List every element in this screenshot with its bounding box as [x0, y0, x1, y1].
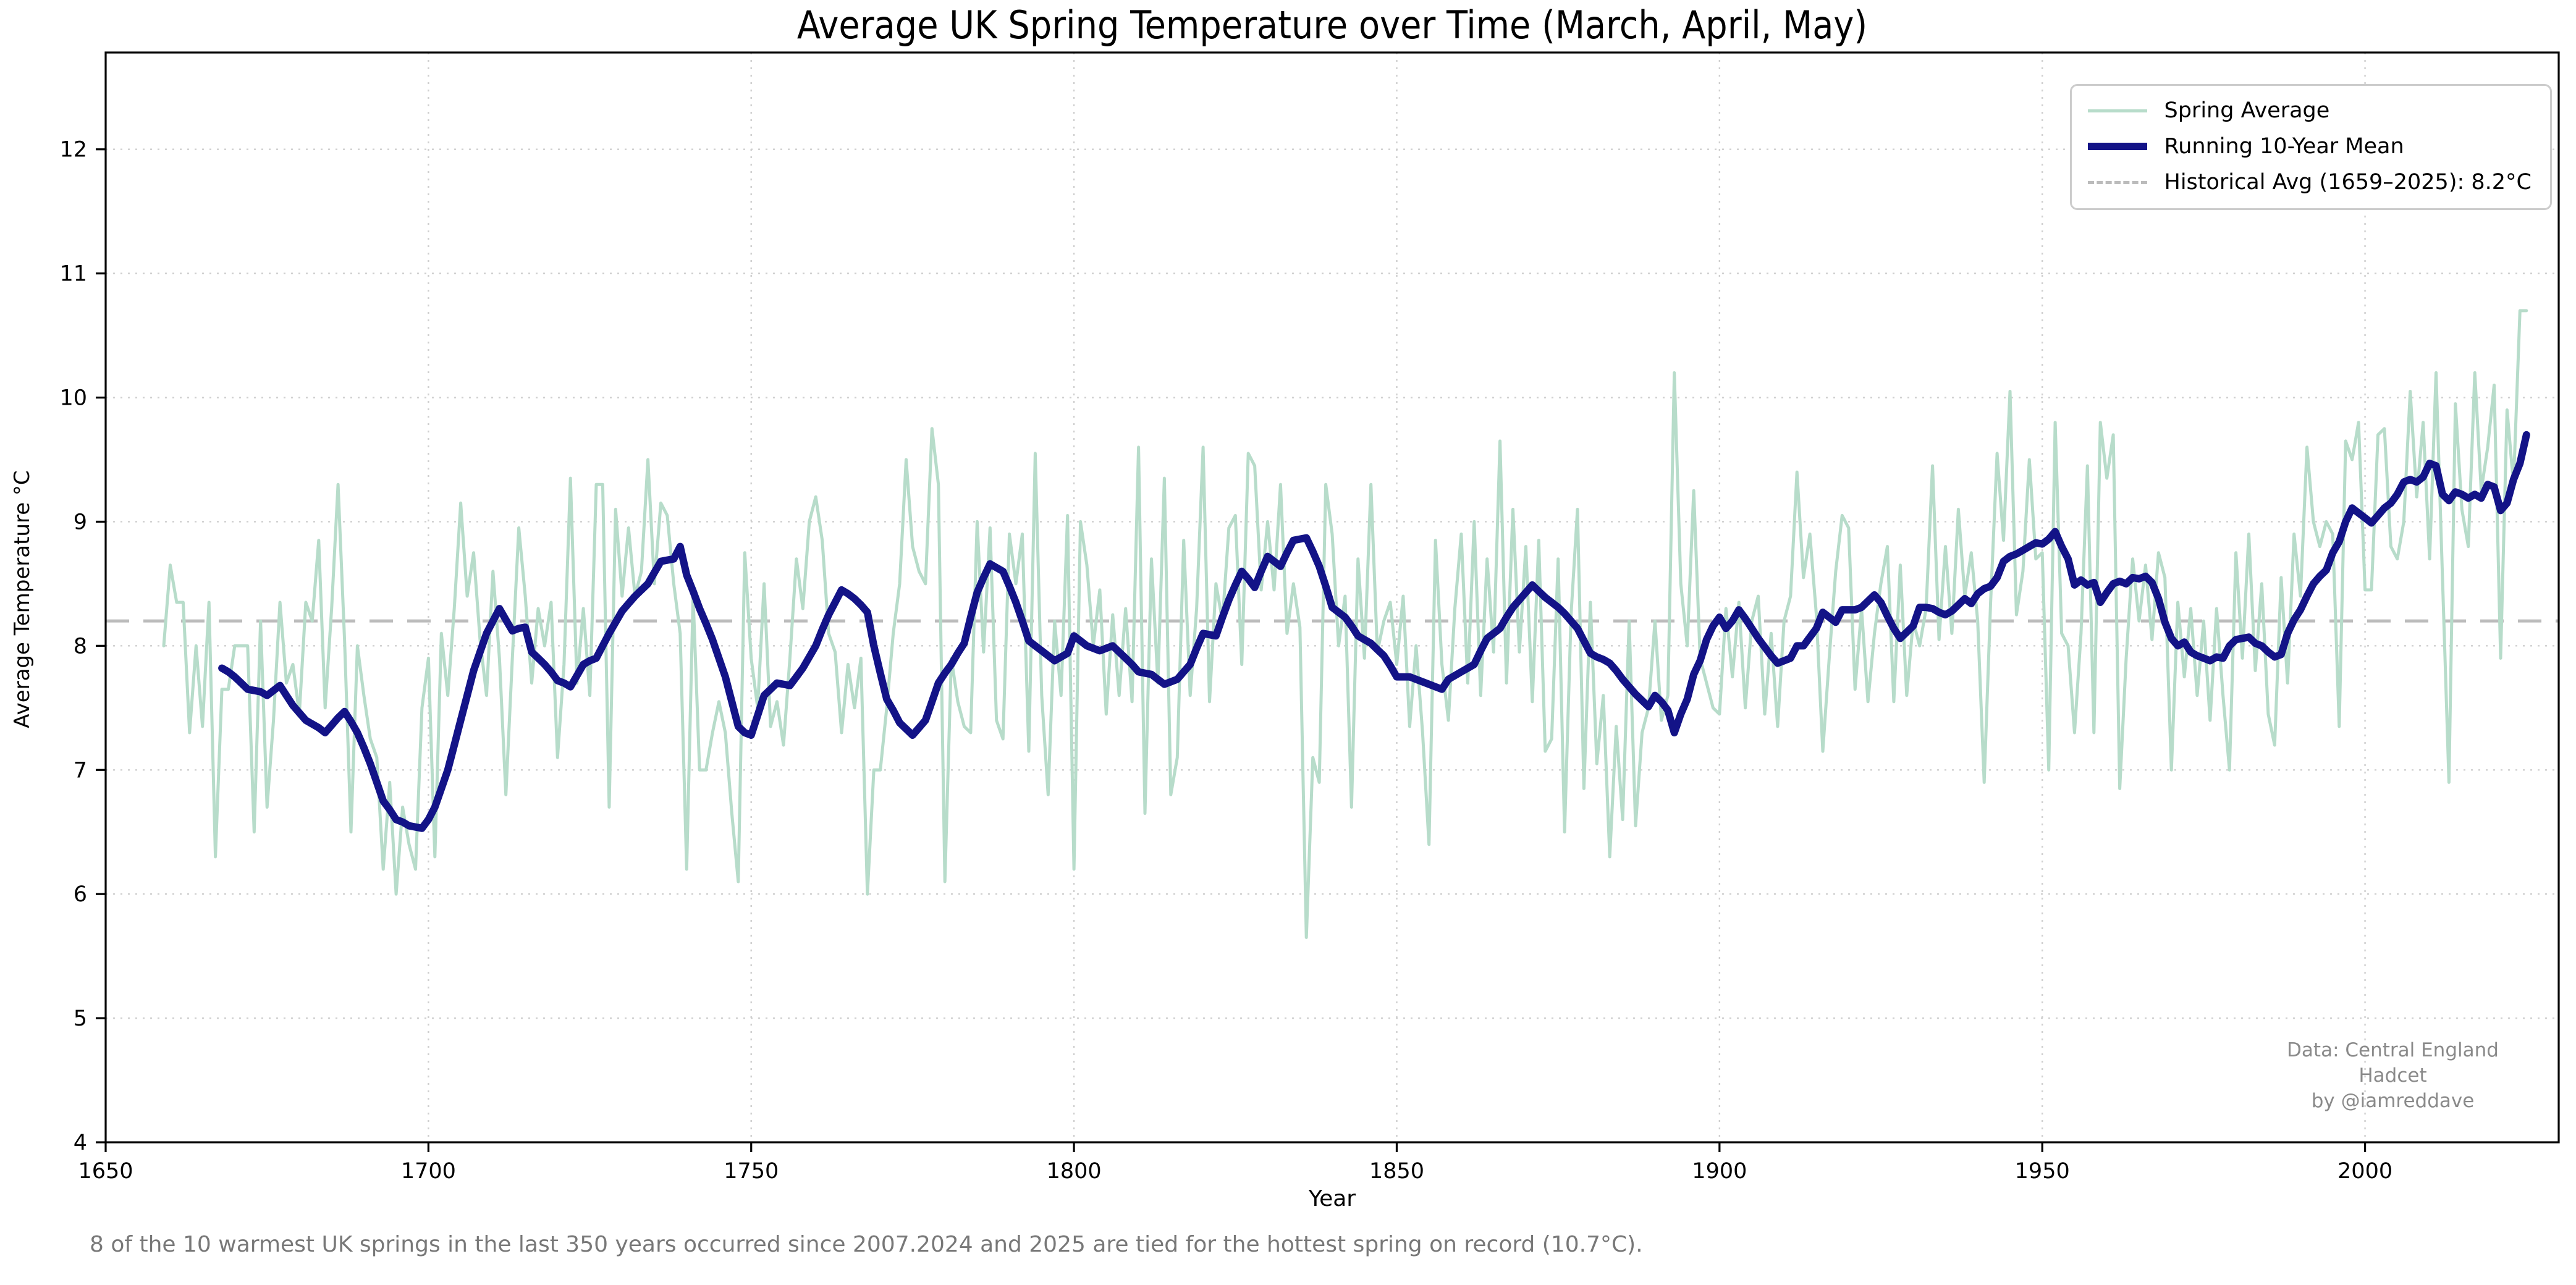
x-tick-label: 1750 [724, 1159, 779, 1184]
spring-average-line-swatch [2087, 109, 2147, 112]
data-attribution: Data: Central England Hadcet by @iamredd… [2224, 1038, 2561, 1114]
legend-item-running-mean: Running 10-Year Mean [2087, 134, 2532, 159]
y-tick-label: 9 [74, 510, 87, 534]
y-tick-label: 12 [59, 138, 87, 162]
attribution-line: Hadcet [2359, 1064, 2427, 1087]
legend-label: Spring Average [2164, 98, 2330, 123]
x-tick-label: 2000 [2337, 1159, 2392, 1184]
y-tick-label: 7 [74, 758, 87, 783]
legend: Spring Average Running 10-Year Mean Hist… [2069, 84, 2552, 210]
y-tick-label: 5 [74, 1006, 87, 1031]
y-tick-label: 11 [59, 262, 87, 287]
running-mean-line-swatch [2087, 143, 2147, 150]
y-tick-label: 8 [74, 634, 87, 659]
legend-label: Historical Avg (1659–2025): 8.2°C [2164, 170, 2532, 195]
y-tick-label: 6 [74, 882, 87, 907]
x-tick-label: 1850 [1369, 1159, 1424, 1184]
historical-avg-line-swatch [2087, 180, 2147, 184]
y-tick-label: 10 [59, 386, 87, 411]
legend-item-historical-avg: Historical Avg (1659–2025): 8.2°C [2087, 170, 2532, 195]
attribution-line: by @iamreddave [2311, 1090, 2475, 1112]
axes-spines [104, 51, 2560, 1144]
x-axis-label: Year [1308, 1186, 1356, 1211]
running-10yr-mean-line [218, 431, 2530, 832]
y-axis-label: Average Temperature °C [10, 470, 35, 728]
x-tick-label: 1700 [401, 1159, 456, 1184]
x-tick-label: 1800 [1047, 1159, 1102, 1184]
figure-caption: 8 of the 10 warmest UK springs in the la… [90, 1232, 1643, 1257]
x-tick-label: 1950 [2015, 1159, 2070, 1184]
attribution-line: Data: Central England [2287, 1039, 2499, 1061]
y-tick-label: 4 [74, 1131, 87, 1155]
chart-title: Average UK Spring Temperature over Time … [796, 2, 1868, 48]
x-tick-label: 1900 [1692, 1159, 1747, 1184]
spring-average-line [162, 309, 2528, 939]
x-tick-label: 1650 [78, 1159, 133, 1184]
legend-item-spring-average: Spring Average [2087, 98, 2532, 123]
legend-label: Running 10-Year Mean [2164, 134, 2404, 159]
